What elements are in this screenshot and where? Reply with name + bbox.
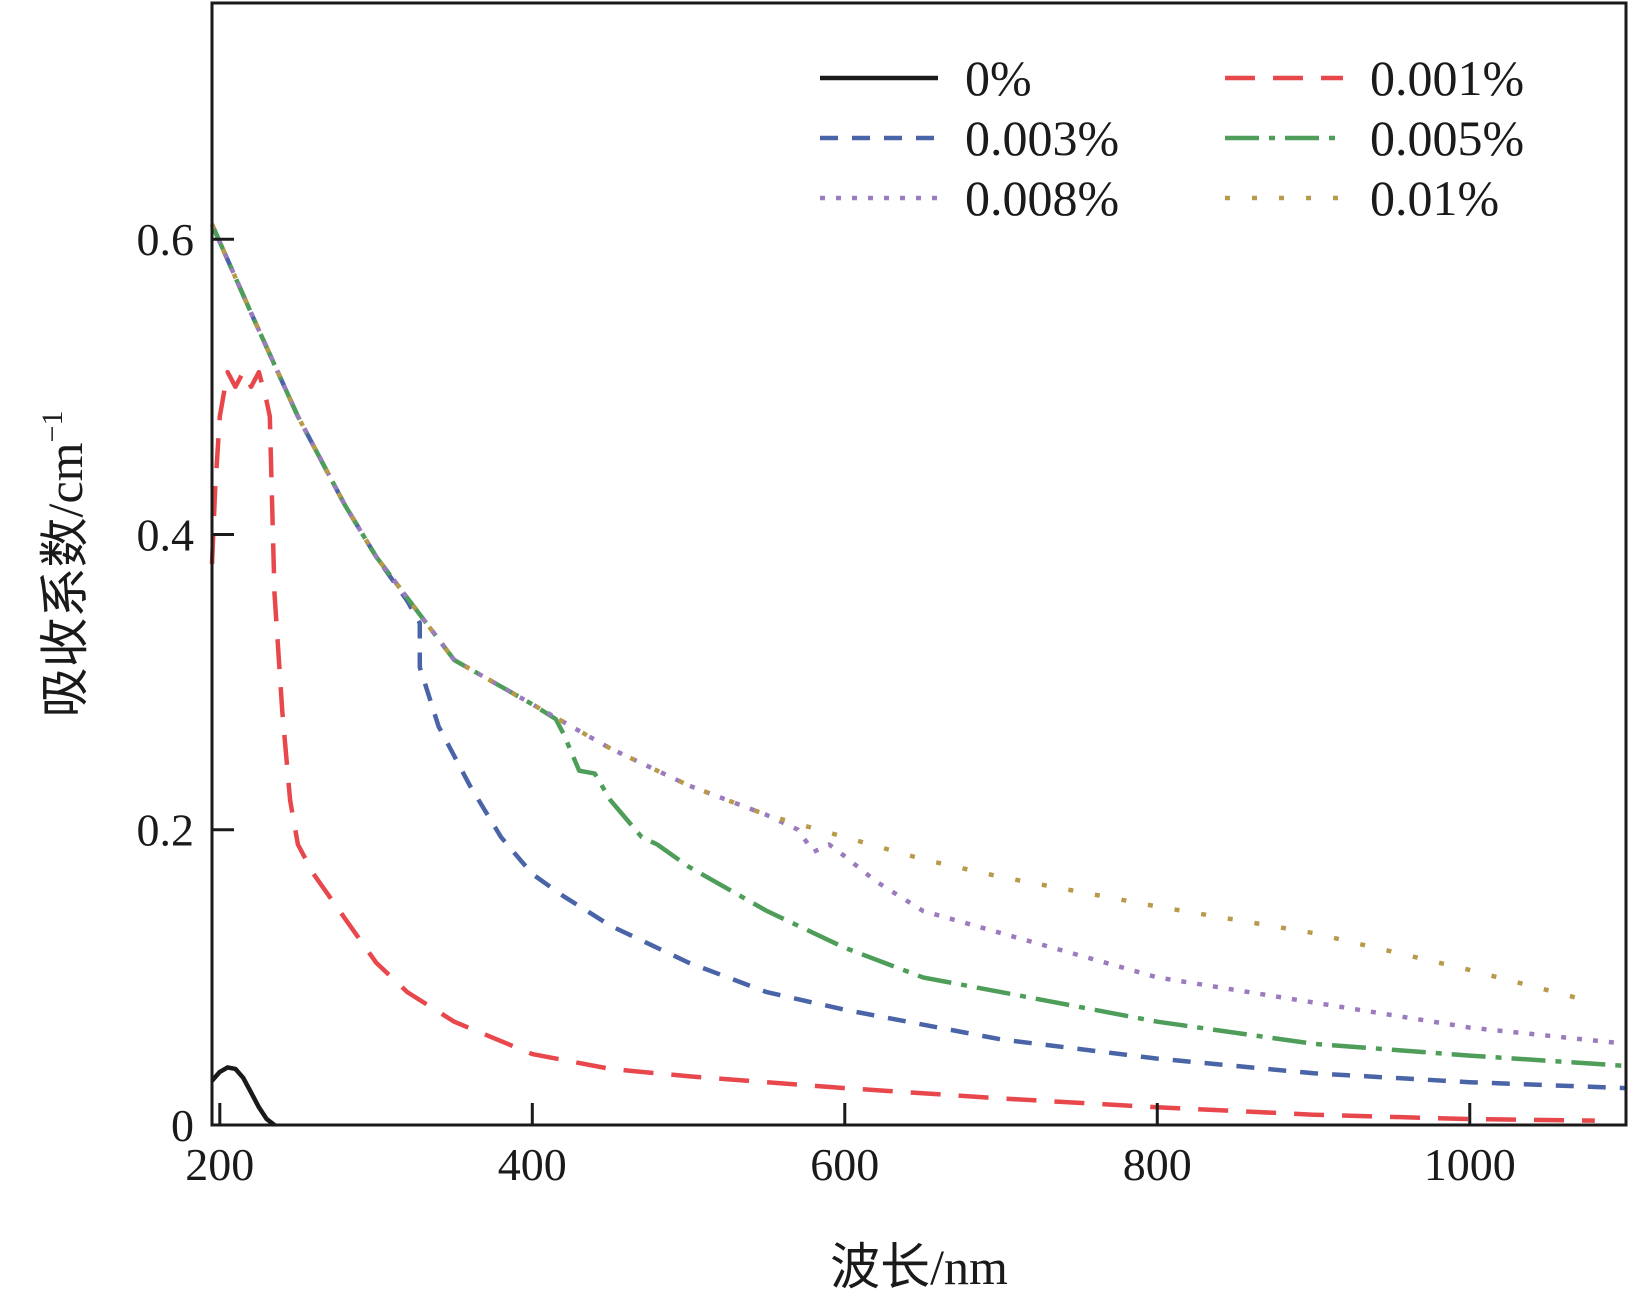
series-line [209, 223, 1627, 1047]
y-axis-title-group: 吸收系数/cm−1 [36, 411, 93, 718]
x-axis-title: 波长/nm [830, 1239, 1008, 1295]
x-tick-label: 800 [1123, 1139, 1192, 1190]
legend-label: 0.001% [1370, 50, 1524, 106]
y-tick-label: 0.4 [137, 509, 195, 560]
y-axis-title-superscript: −1 [36, 411, 69, 443]
legend-label: 0.008% [965, 170, 1119, 226]
y-axis-title-main: 吸收系数/cm [37, 442, 93, 717]
y-tick-label: 0.2 [137, 805, 195, 856]
series-line [209, 369, 1595, 1123]
x-tick-label: 600 [810, 1139, 879, 1190]
series-line [209, 223, 1627, 1069]
legend: 0% 0.001% 0.003% 0.005% 0.008% 0.01% [820, 50, 1524, 226]
series-line [209, 223, 1627, 1091]
legend-label: 0% [965, 50, 1032, 106]
series-line [210, 1065, 276, 1127]
plot-area [209, 223, 1627, 1127]
legend-label: 0.005% [1370, 110, 1524, 166]
x-tick-label: 1000 [1424, 1139, 1516, 1190]
x-axis-ticks: 200 400 600 800 1000 [185, 1103, 1516, 1190]
legend-label: 0.01% [1370, 170, 1499, 226]
x-tick-label: 200 [185, 1139, 254, 1190]
legend-label: 0.003% [965, 110, 1119, 166]
y-axis-ticks: 0 0.2 0.4 0.6 [137, 214, 234, 1151]
plot-frame [210, 1, 1628, 1127]
y-axis-title: 吸收系数/cm−1 [36, 411, 93, 718]
y-tick-label: 0 [171, 1100, 194, 1151]
y-tick-label: 0.6 [137, 214, 195, 265]
x-tick-label: 400 [498, 1139, 567, 1190]
